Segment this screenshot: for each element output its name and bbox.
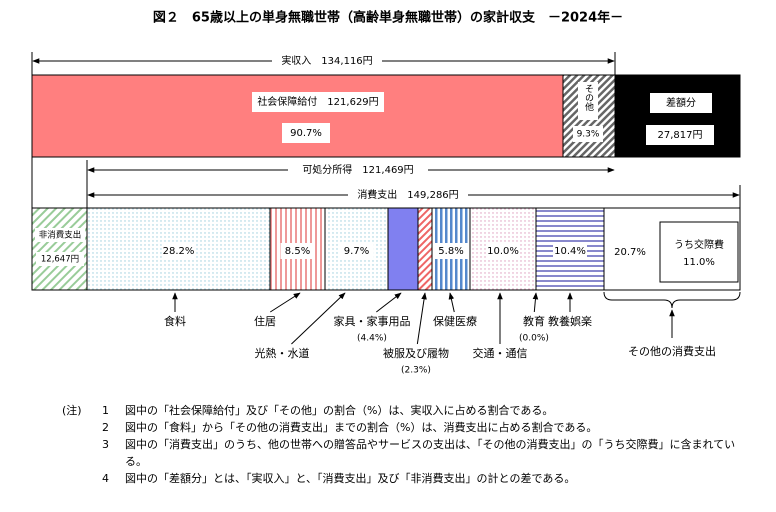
segment-share: (2.3%) — [401, 366, 431, 376]
deficit-label: 差額分 — [666, 96, 696, 109]
segment-label: 教養娯楽 — [548, 314, 592, 328]
sub-share: 11.0% — [683, 257, 715, 268]
label-box — [36, 252, 84, 266]
segment-share: 5.8% — [438, 246, 463, 257]
segment-label: 保健医療 — [433, 314, 477, 328]
label-box — [161, 243, 196, 259]
arrow — [532, 292, 539, 313]
income-label: 実収入 134,116円 — [281, 54, 372, 67]
note-marker: (注) — [62, 404, 82, 417]
segment-share: 8.5% — [285, 246, 310, 257]
label-box — [553, 243, 587, 259]
segment-label: 交通・通信 — [473, 346, 528, 360]
segment-share: 28.2% — [163, 246, 195, 257]
label-box — [434, 243, 468, 259]
segment-label: 家具・家事用品 — [334, 314, 411, 328]
segment-share: 9.7% — [344, 246, 369, 257]
label-bg — [288, 163, 428, 177]
segment — [387, 207, 419, 291]
segment-share: 10.0% — [487, 246, 519, 257]
social-security-share: 90.7% — [290, 128, 322, 139]
label-box — [650, 93, 712, 113]
segment-label: 住居 — [254, 314, 276, 328]
note-number: 2 — [102, 421, 109, 434]
label-box — [282, 123, 330, 143]
consumption: 消費支出 149,286円 — [357, 188, 458, 201]
note-number: 3 — [102, 438, 109, 451]
note-text: 図中の「食料」から「その他の消費支出」までの割合（%）は、消費支出に占める割合で… — [125, 421, 598, 434]
non-consumption-label: 非消費支出 — [39, 230, 82, 241]
segment-share: (0.0%) — [519, 334, 549, 344]
bracket — [603, 291, 741, 309]
label-box — [280, 243, 315, 259]
note-text: 図中の「差額分」とは、「実収入」と、「消費支出」及び「非消費支出」の計との差であ… — [125, 472, 576, 485]
note-number: 1 — [102, 404, 109, 417]
segment-share: (4.4%) — [357, 334, 387, 344]
other-consumption-label: その他の消費支出 — [628, 344, 716, 358]
social-security-label: 社会保障給付 121,629円 — [257, 95, 378, 108]
note-number: 4 — [102, 472, 109, 485]
note-text: 図中の「消費支出」のうち、他の世帯への贈答品やサービスの支出は、「その他の消費支… — [125, 438, 736, 468]
note-text: 図中の「社会保障給付」及び「その他」の割合（%）は、実収入に占める割合である。 — [125, 404, 554, 417]
label-box — [486, 243, 520, 259]
sub-label: うち交際費 — [674, 238, 724, 251]
segment — [417, 207, 433, 291]
non-consumption-bar — [31, 207, 88, 291]
label-box — [252, 92, 384, 112]
arrow — [269, 292, 301, 313]
title: 図２ 65歳以上の単身無職世帯（高齢単身無職世帯）の家計収支 －2024年－ — [153, 10, 623, 26]
segment-label: 被服及び履物 — [383, 346, 449, 360]
arrow — [291, 292, 346, 345]
segment-share: 10.4% — [554, 246, 586, 257]
label-box — [339, 243, 374, 259]
arrow — [448, 292, 455, 313]
label-bg — [348, 188, 468, 202]
other-income-label: その他 — [583, 84, 594, 112]
deficit-amount: 27,817円 — [658, 130, 703, 141]
non-consumption-amount: 12,647円 — [41, 255, 79, 265]
social-security-bar — [31, 74, 564, 158]
segments: 28.2% 食料 8.5% 住居 9.7% 光熱・水道 家具・家事用品 (4.4%) 被服及び履… — [86, 207, 605, 376]
label-box — [646, 125, 714, 145]
label-bg — [272, 54, 382, 68]
label-box — [573, 126, 603, 142]
other-income-share: 9.3% — [577, 130, 600, 140]
segment-label: 食料 — [164, 314, 186, 328]
arrow — [376, 292, 402, 313]
other-consumption-share: 20.7% — [614, 247, 646, 258]
label-box — [35, 228, 85, 242]
sub-box — [659, 221, 739, 283]
disposable-income: 可処分所得 121,469円 — [302, 163, 413, 176]
segment-label: 教育 — [523, 314, 545, 328]
diagram: 図２ 65歳以上の単身無職世帯（高齢単身無職世帯）の家計収支 －2024年－ 実… — [31, 10, 741, 376]
arrow — [416, 292, 427, 345]
label-box — [578, 82, 598, 120]
segment-label: 光熱・水道 — [255, 346, 310, 360]
